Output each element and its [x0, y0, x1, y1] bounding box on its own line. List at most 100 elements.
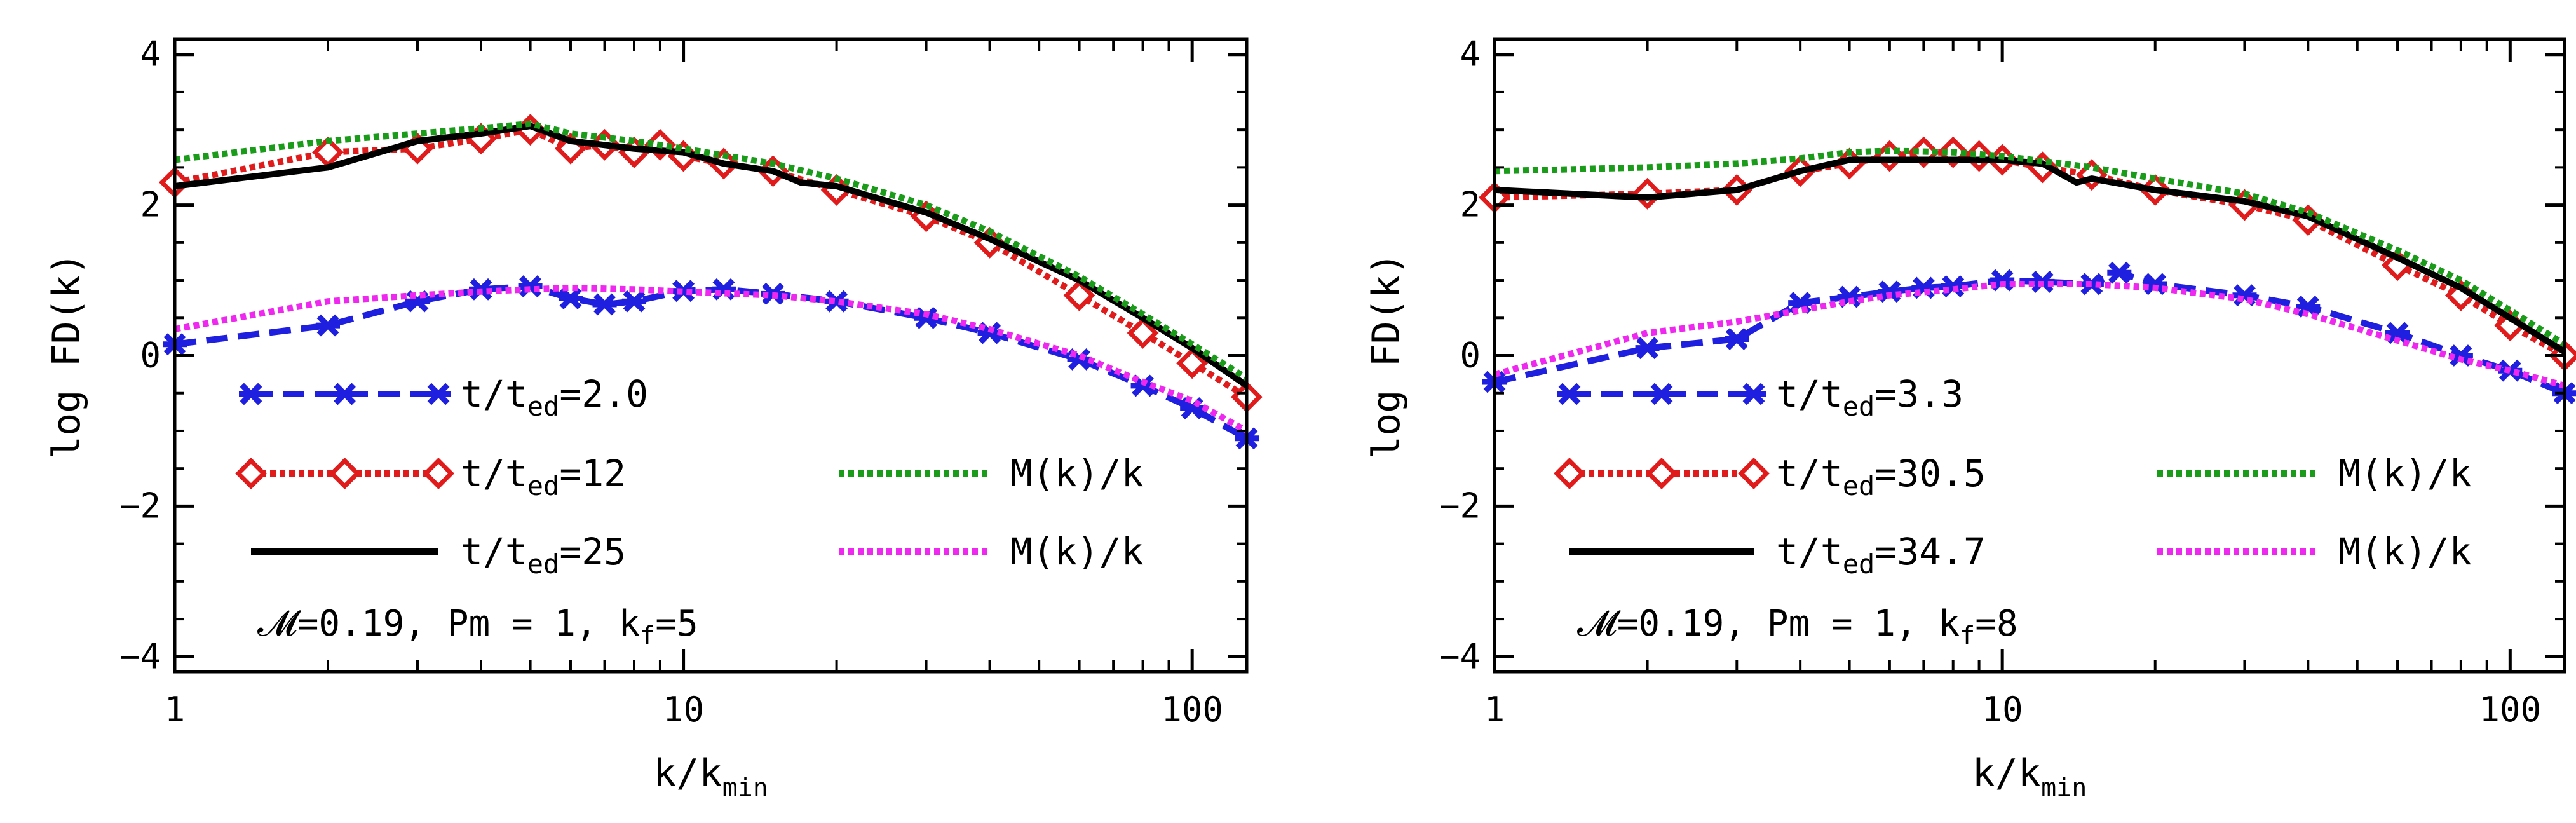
- panel-left-point-a-kin-early-8-d2: [672, 280, 695, 303]
- panel-left-series-a-kin-late: [174, 123, 1249, 389]
- panel-left-legend-marker-a-kin-early-1-d2: [334, 383, 356, 405]
- panel-left-legend-tail-a-kin-late: =25: [559, 530, 626, 573]
- panel-left-legend-entry-a-kin-early: t/ted=2.0: [239, 372, 648, 422]
- panel-left-ytick-label-2: 0: [140, 336, 161, 376]
- panel-right-point-b-kin-early-11-d2: [2108, 261, 2131, 284]
- panel-left-legend-entry-a-mag-green: M(k)/k: [839, 452, 1144, 495]
- panel-left-annotation-suffix: =5: [655, 603, 698, 644]
- panel-left: −4 −2 0 2 4 1 10 100 k/kmin log FD(k) t/ted=2.0 t/t…: [44, 34, 1263, 803]
- panel-right-legend-tail-b-kin-mid: =30.5: [1874, 452, 1986, 495]
- panel-right-legend-entry-b-kin-late: t/ted=34.7: [1569, 530, 1986, 580]
- panel-left-xtick-label-0: 1: [165, 690, 186, 730]
- panel-left-ytick-label-4: 4: [140, 34, 161, 74]
- panel-left-legend-entry-a-mag-magenta: M(k)/k: [839, 530, 1144, 573]
- panel-left-point-a-kin-early-14-d2: [1068, 348, 1090, 371]
- panel-right-point-b-kin-mid-5: [1873, 140, 1906, 172]
- panel-left-legend-label-a-mag-magenta: M(k)/k: [1010, 530, 1144, 573]
- panel-left-legend-entry-a-kin-late: t/ted=25: [251, 530, 626, 580]
- panel-left-legend-label-a-kin-early: t/ted=2.0: [461, 372, 648, 422]
- panel-left-point-a-kin-early-11-d2: [825, 290, 848, 313]
- panel-right-ytick-label-3: 2: [1460, 185, 1481, 225]
- panel-left-point-a-kin-early-4-d2: [519, 275, 542, 297]
- panel-right-xlabel-sub: min: [2041, 773, 2087, 803]
- panel-right-point-b-kin-early-14-d2: [2296, 296, 2319, 318]
- panel-right-xlabel: k/kmin: [1972, 751, 2087, 803]
- panel-right-series-b-mag-magenta: [1493, 281, 2566, 389]
- panel-right-legend-entry-b-mag-magenta: M(k)/k: [2157, 530, 2472, 573]
- panel-right-point-b-kin-early-1-d2: [1636, 337, 1659, 360]
- panel-right-point-b-kin-early-15-d2: [2386, 322, 2409, 344]
- panel-right-legend-marker-b-kin-early-0-d2: [1558, 383, 1581, 405]
- panel-right-annotation-sub: f: [1960, 622, 1975, 651]
- panel-right-line-b-mag-green: [1494, 147, 2566, 347]
- panel-right-line-b-kin-late: [1494, 156, 2566, 355]
- panel-left-legend-label-a-mag-green: M(k)/k: [1010, 452, 1144, 495]
- panel-right-legend-marker-b-kin-early-2-d2: [1742, 383, 1765, 405]
- panel-right-line-b-mag-magenta: [1493, 281, 2566, 389]
- panel-right-xtick-label-0: 1: [1484, 690, 1505, 730]
- panel-left-point-a-kin-mid-17: [1176, 347, 1209, 379]
- panel-right-ytick-label-0: −4: [1439, 636, 1481, 676]
- panel-right-annotation-suffix: =8: [1975, 603, 2017, 644]
- panel-left-line-a-mag-green: [174, 120, 1249, 381]
- panel-left-point-a-kin-early-12-d2: [915, 306, 937, 329]
- panel-left-legend-sub-a-kin-late: ed: [527, 548, 560, 580]
- panel-left-legend-label-a-kin-late: t/ted=25: [461, 530, 626, 580]
- panel-right-legend-entry-b-kin-mid: t/ted=30.5: [1554, 452, 1986, 501]
- panel-left-legend-marker-a-kin-early-2-d2: [427, 383, 450, 405]
- panel-left-legend-sub-a-kin-early: ed: [527, 391, 560, 422]
- panel-left-line-a-mag-magenta: [174, 284, 1249, 434]
- panel-right-legend-marker-b-kin-mid-1: [1646, 458, 1678, 489]
- panel-right-ytick-label-4: 4: [1460, 34, 1481, 74]
- panel-left-point-a-kin-early-6-d2: [593, 293, 616, 316]
- panel-right-legend-marker-b-kin-mid-0: [1554, 458, 1585, 489]
- panel-right-point-b-kin-early-5-d2: [1878, 280, 1901, 303]
- panel-left-legend-tail-a-kin-mid: =12: [559, 452, 626, 495]
- panel-left-point-a-kin-early-1-d2: [316, 314, 339, 337]
- panel-right-point-b-kin-early-10-d2: [2080, 273, 2103, 296]
- panel-left-point-a-kin-early-13-d2: [979, 322, 1001, 344]
- panel-left-legend-marker-a-kin-mid-2: [423, 458, 454, 489]
- panel-right-ytick-label-2: 0: [1460, 336, 1481, 376]
- panel-right-series-b-kin-late: [1494, 156, 2566, 355]
- panel-right-legend-sub-b-kin-early: ed: [1843, 391, 1875, 422]
- panel-right-ytick-label-1: −2: [1439, 486, 1481, 526]
- panel-right-legend-label-b-mag-green: M(k)/k: [2338, 452, 2472, 495]
- panel-left-legend-label-a-kin-mid: t/ted=12: [461, 452, 626, 501]
- panel-left-series-a-mag-magenta: [174, 284, 1249, 434]
- panel-right: −4 −2 0 2 4 1 10 100 k/kmin log FD(k) t/ted=3.3 t/t…: [1364, 34, 2576, 803]
- panel-left-xlabel: k/kmin: [653, 751, 768, 803]
- panel-left-legend-marker-a-kin-mid-0: [235, 458, 267, 489]
- panel-right-legend-sub-b-kin-late: ed: [1843, 548, 1875, 580]
- panel-right-legend-sub-b-kin-mid: ed: [1843, 470, 1875, 501]
- panel-left-ytick-label-1: −2: [119, 486, 161, 526]
- panel-right-legend-label-b-kin-early: t/ted=3.3: [1776, 372, 1963, 422]
- panel-right-legend-tail-b-kin-late: =34.7: [1874, 530, 1986, 573]
- panel-right-legend-tail-b-kin-early: =3.3: [1874, 372, 1963, 416]
- panel-right-point-b-kin-early-2-d2: [1725, 328, 1748, 350]
- panel-right-legend-marker-b-kin-mid-2: [1738, 458, 1770, 489]
- panel-left-legend-sub-a-kin-mid: ed: [527, 470, 560, 501]
- panel-left-xtick-label-2: 100: [1161, 690, 1223, 730]
- panel-left-legend-tail-a-kin-early: =2.0: [559, 372, 648, 416]
- panel-right-ylabel: log FD(k): [1364, 252, 1409, 459]
- panel-left-ytick-label-0: −4: [119, 636, 161, 676]
- panel-left-annotation: 𝓜=0.19, Pm = 1, kf=5: [257, 603, 698, 651]
- panel-left-point-a-kin-mid-15: [1063, 279, 1095, 311]
- panel-left-ylabel: log FD(k): [44, 252, 89, 459]
- panel-left-xtick-label-1: 10: [663, 690, 704, 730]
- panel-right-legend-label-b-kin-mid: t/ted=30.5: [1776, 452, 1986, 501]
- panel-right-point-b-kin-early-12-d2: [2144, 273, 2167, 296]
- panel-left-xlabel-sub: min: [722, 773, 768, 803]
- panel-left-legend-marker-a-kin-early-0-d2: [240, 383, 262, 405]
- panel-left-point-a-kin-early-7-d2: [623, 290, 646, 313]
- panel-right-legend-entry-b-kin-early: t/ted=3.3: [1557, 372, 1963, 422]
- panel-left-point-a-kin-early-15-d2: [1132, 374, 1155, 397]
- panel-left-series-a-mag-green: [174, 120, 1249, 381]
- panel-right-point-b-kin-early-16-d2: [2450, 344, 2472, 367]
- panel-left-legend-marker-a-kin-mid-1: [329, 458, 361, 489]
- panel-right-legend-marker-b-kin-early-1-d2: [1650, 383, 1673, 405]
- panel-left-point-a-kin-mid-16: [1127, 317, 1159, 349]
- panel-left-point-a-kin-early-5-d2: [559, 287, 582, 309]
